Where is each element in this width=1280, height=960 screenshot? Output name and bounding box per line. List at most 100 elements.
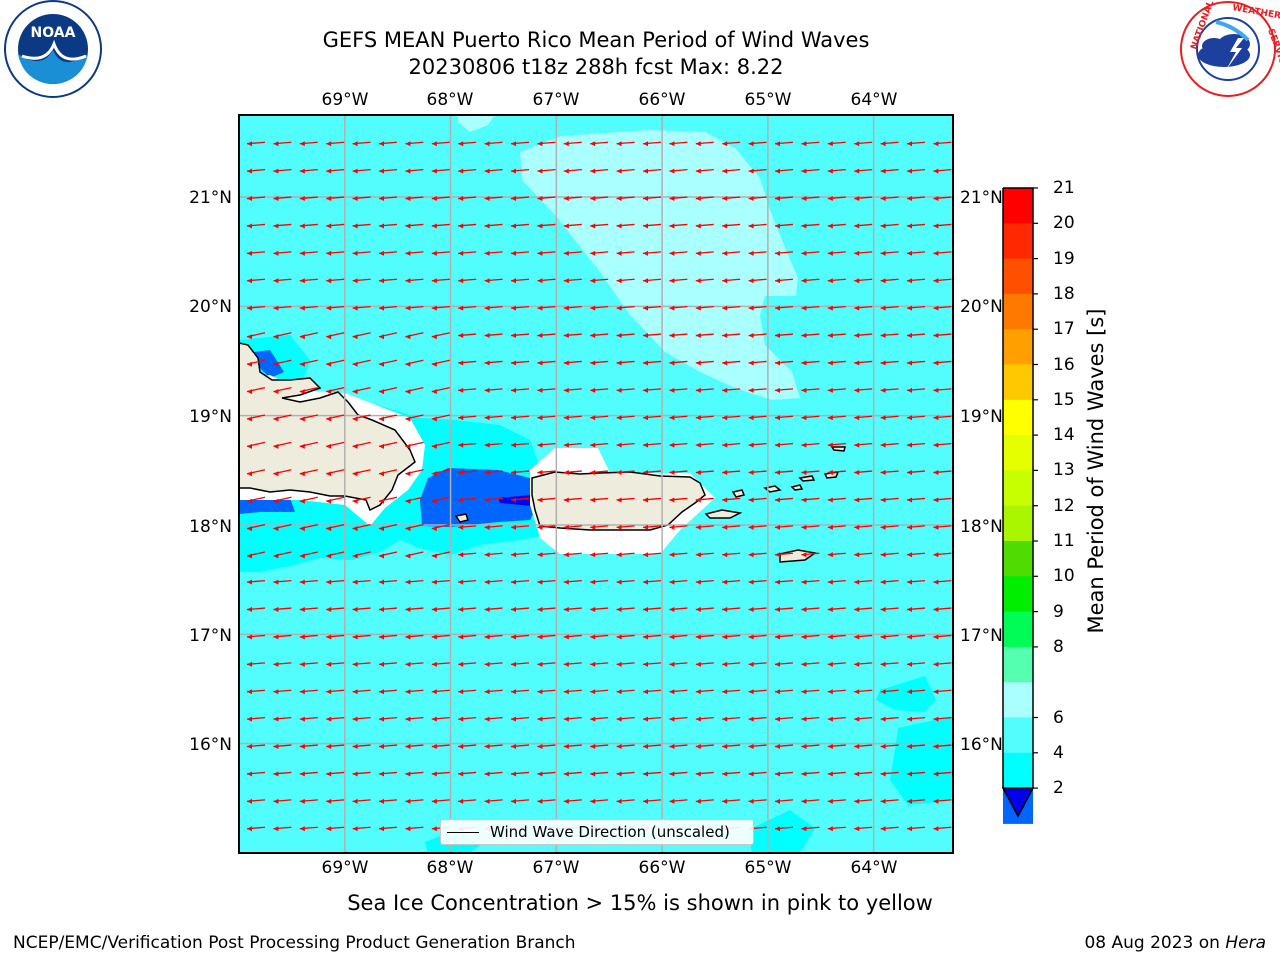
colorbar-tick-label: 15	[1053, 389, 1075, 410]
direction-arrow	[642, 415, 662, 421]
direction-arrow	[299, 359, 318, 367]
direction-arrow	[352, 826, 371, 832]
direction-arrow	[510, 798, 530, 804]
lon-label-top: 68°W	[426, 90, 474, 110]
gridlines	[239, 115, 953, 853]
direction-arrow	[378, 689, 398, 695]
direction-arrow	[563, 497, 582, 503]
direction-arrow	[906, 387, 926, 393]
direction-arrow	[510, 497, 530, 503]
direction-arrow	[669, 278, 688, 284]
direction-arrow	[616, 141, 635, 147]
direction-arrow	[537, 278, 556, 284]
direction-arrow	[431, 689, 450, 695]
colorbar-tick-label: 21	[1053, 178, 1075, 198]
direction-arrow	[880, 250, 899, 256]
direction-arrow	[854, 223, 873, 229]
direction-arrow	[510, 223, 530, 229]
lon-label-bottom: 64°W	[850, 858, 898, 878]
direction-arrow	[352, 332, 371, 340]
direction-arrow	[933, 387, 952, 393]
direction-arrow	[906, 305, 926, 311]
land-mona	[454, 513, 469, 523]
direction-arrow	[537, 579, 556, 585]
direction-arrow	[458, 278, 477, 284]
direction-arrow	[933, 634, 952, 640]
direction-arrow	[906, 798, 926, 804]
direction-arrow	[748, 168, 767, 174]
direction-arrow	[326, 386, 345, 395]
direction-arrow	[273, 551, 292, 559]
direction-arrow	[827, 661, 846, 667]
direction-arrow	[510, 250, 530, 256]
lon-label-bottom: 69°W	[321, 858, 369, 878]
direction-arrow	[273, 469, 292, 477]
direction-arrow	[722, 661, 741, 667]
lat-label-right: 17°N	[960, 626, 1003, 646]
direction-arrow	[537, 360, 556, 366]
direction-arrow	[722, 524, 741, 530]
direction-arrow	[933, 470, 952, 476]
direction-arrow	[590, 278, 609, 284]
colorbar-segment	[1003, 435, 1033, 471]
direction-arrow	[642, 798, 662, 804]
direction-arrow	[299, 661, 318, 667]
direction-arrow	[801, 579, 820, 585]
direction-arrow	[854, 689, 873, 695]
direction-arrow	[299, 250, 318, 256]
direction-arrow	[458, 442, 477, 448]
direction-arrow	[484, 497, 503, 503]
lon-label-top: 67°W	[532, 90, 580, 110]
direction-arrow	[537, 634, 556, 640]
direction-arrow	[722, 141, 741, 147]
direction-arrow	[378, 168, 398, 174]
direction-arrow	[748, 689, 767, 695]
lon-label-bottom: 67°W	[532, 858, 580, 878]
direction-arrow	[484, 744, 503, 750]
direction-arrow	[933, 141, 952, 147]
direction-arrow	[273, 607, 292, 613]
direction-arrow	[484, 360, 503, 366]
direction-arrow	[510, 689, 530, 695]
direction-arrow	[352, 496, 371, 504]
direction-arrow	[854, 661, 873, 667]
direction-arrow	[590, 360, 609, 366]
colorbar-tick-label: 16	[1053, 354, 1075, 375]
direction-arrow	[563, 360, 582, 366]
direction-arrow	[352, 414, 371, 422]
direction-arrow	[510, 168, 530, 174]
direction-arrow	[642, 634, 662, 640]
direction-arrow	[299, 607, 318, 613]
direction-arrow	[484, 223, 503, 229]
direction-arrow	[695, 196, 714, 202]
direction-arrow	[326, 634, 345, 640]
direction-arrow	[880, 689, 899, 695]
direction-arrow	[616, 634, 635, 640]
direction-arrow	[669, 360, 688, 366]
direction-arrow	[352, 386, 371, 395]
direction-arrow	[801, 661, 820, 667]
direction-arrow	[590, 607, 609, 613]
direction-arrow	[378, 386, 398, 395]
direction-arrow	[405, 168, 424, 174]
direction-arrow	[273, 332, 292, 340]
direction-arrow	[484, 470, 503, 476]
direction-arrow	[378, 469, 398, 477]
direction-arrow	[484, 634, 503, 640]
direction-arrow	[246, 716, 266, 722]
direction-arrow	[378, 716, 398, 722]
direction-arrow	[273, 689, 292, 695]
direction-arrow	[326, 523, 345, 532]
direction-arrow	[642, 579, 662, 585]
direction-arrow	[510, 470, 530, 476]
direction-arrow	[906, 579, 926, 585]
direction-arrow	[827, 607, 846, 613]
direction-arrow	[933, 524, 952, 530]
direction-arrow	[537, 470, 556, 476]
direction-arrow	[510, 196, 530, 202]
direction-arrow	[273, 579, 292, 585]
direction-arrow	[378, 332, 398, 340]
direction-arrow	[774, 524, 794, 530]
direction-arrow	[827, 387, 846, 393]
colorbar-tick-label: 2	[1053, 778, 1064, 799]
